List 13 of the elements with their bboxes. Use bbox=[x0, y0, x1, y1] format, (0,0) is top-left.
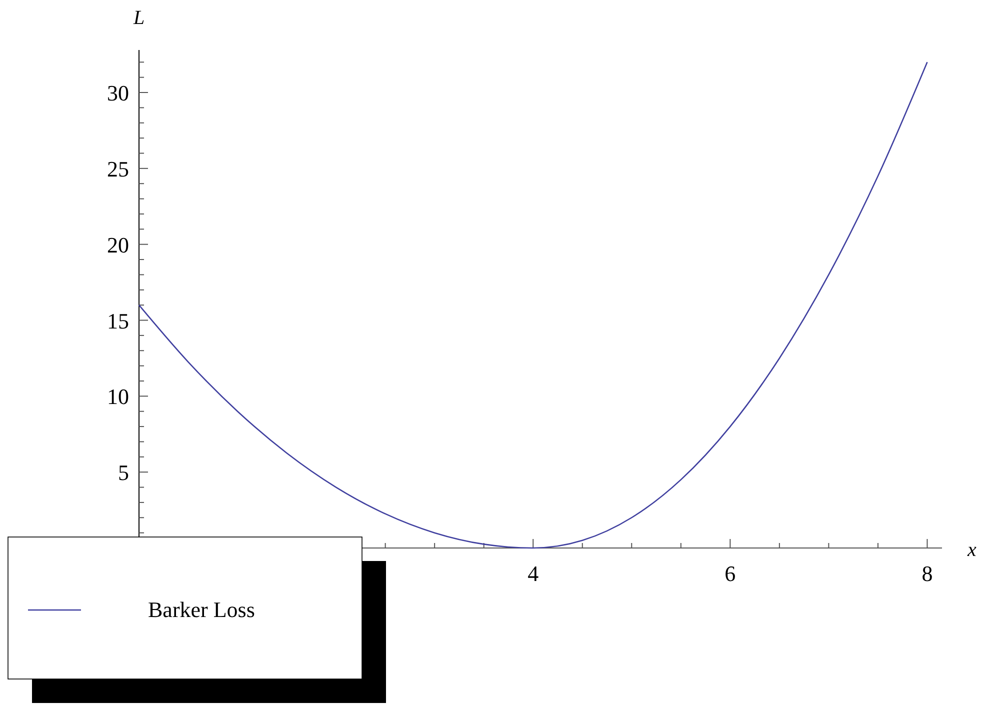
x-tick-label: 6 bbox=[724, 561, 736, 586]
y-tick-label: 15 bbox=[107, 308, 129, 334]
y-tick-label: 10 bbox=[107, 384, 129, 410]
y-axis-title: L bbox=[132, 7, 145, 29]
y-tick-label: 25 bbox=[107, 156, 129, 182]
x-tick-label: 8 bbox=[922, 561, 933, 586]
y-tick-label: 20 bbox=[107, 232, 129, 258]
line-series bbox=[138, 61, 928, 549]
y-tick-label: 5 bbox=[118, 460, 129, 486]
y-tick-label: 30 bbox=[107, 80, 129, 106]
x-axis-title: x bbox=[966, 539, 977, 561]
x-tick-label: 4 bbox=[528, 561, 539, 586]
text: Barker Loss bbox=[148, 597, 255, 622]
